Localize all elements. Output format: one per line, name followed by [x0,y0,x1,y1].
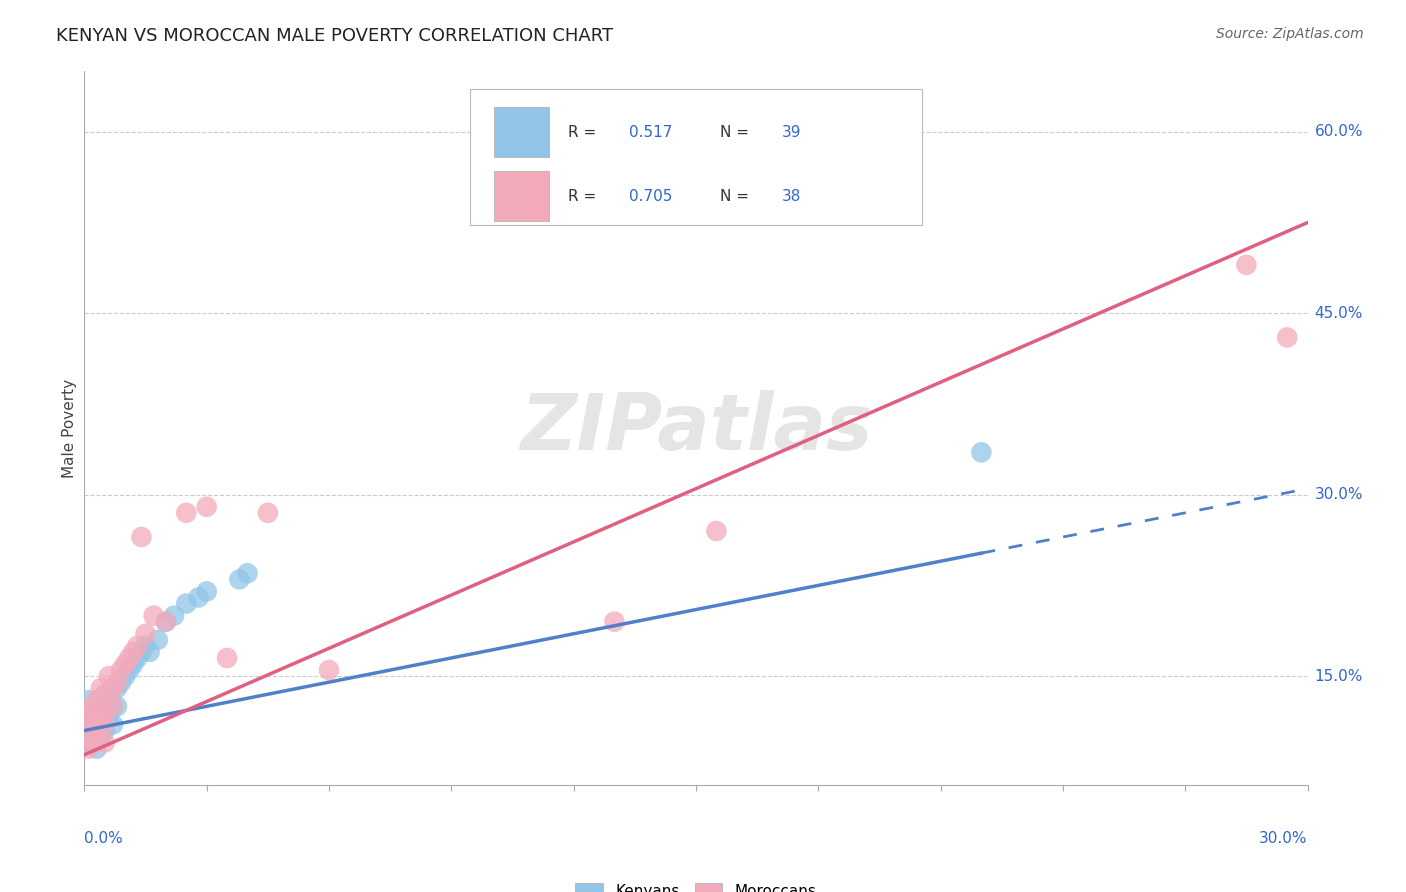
Point [122,657,145,671]
Point [122,645,145,659]
Text: N =: N = [720,189,754,203]
Point [1275,330,1298,344]
Point [318,663,340,677]
Point [86,707,108,722]
Point [82,720,104,734]
Point [195,500,218,514]
Point [110,675,132,690]
Point [101,699,124,714]
Point [77,706,100,720]
Point [1234,258,1257,272]
Point [82,711,104,725]
Point [195,584,218,599]
Point [82,717,104,731]
FancyBboxPatch shape [470,89,922,225]
Point [77,730,100,744]
Point [105,699,128,714]
Point [77,736,100,750]
Legend: Kenyans, Moroccans: Kenyans, Moroccans [569,877,823,892]
Point [155,615,177,629]
Point [101,681,124,696]
Point [704,524,728,538]
Point [101,699,124,714]
Point [228,572,250,586]
Point [86,741,108,756]
Text: 30.0%: 30.0% [1260,831,1308,846]
Point [114,657,136,671]
Text: 60.0%: 60.0% [1315,124,1362,139]
Point [93,687,115,701]
Point [174,506,197,520]
Point [970,445,993,459]
Text: 0.705: 0.705 [628,189,672,203]
Point [86,717,108,731]
Point [236,566,259,581]
Y-axis label: Male Poverty: Male Poverty [62,378,77,478]
Text: 39: 39 [782,125,801,139]
Text: 30.0%: 30.0% [1315,487,1362,502]
Point [77,741,100,756]
Point [90,681,112,696]
Point [118,651,141,665]
Point [82,730,104,744]
Point [86,693,108,707]
Point [86,730,108,744]
Text: 0.0%: 0.0% [84,831,124,846]
Point [90,714,112,729]
Point [77,693,100,707]
Point [97,669,120,683]
Point [97,711,120,725]
Point [603,615,626,629]
Point [97,687,120,701]
Text: ZIPatlas: ZIPatlas [520,390,872,467]
Point [135,639,157,653]
Point [82,736,104,750]
Point [114,669,136,683]
Text: Source: ZipAtlas.com: Source: ZipAtlas.com [1216,27,1364,41]
Point [105,681,128,696]
Point [77,711,100,725]
Point [146,632,169,647]
Text: 15.0%: 15.0% [1315,669,1362,683]
Text: 45.0%: 45.0% [1315,306,1362,321]
Point [97,693,120,707]
Point [110,663,132,677]
Point [86,720,108,734]
Point [131,530,153,544]
Point [135,627,157,641]
Point [142,608,165,623]
Text: N =: N = [720,125,754,139]
Point [93,717,115,731]
Point [73,711,96,725]
Text: R =: R = [568,125,600,139]
Text: R =: R = [568,189,600,203]
Point [93,706,115,720]
FancyBboxPatch shape [494,171,550,221]
Point [118,663,141,677]
Point [101,717,124,731]
Point [155,615,177,629]
Point [138,645,160,659]
Point [93,736,115,750]
Point [127,639,149,653]
Point [105,675,128,690]
Point [217,651,239,665]
FancyBboxPatch shape [494,107,550,157]
Point [187,591,209,605]
Point [127,651,149,665]
Point [257,506,280,520]
Point [93,706,115,720]
Point [131,645,153,659]
Point [93,723,115,738]
Text: 38: 38 [782,189,801,203]
Point [82,699,104,714]
Point [163,608,186,623]
Point [90,711,112,725]
Text: 0.517: 0.517 [628,125,672,139]
Point [90,699,112,714]
Point [174,597,197,611]
Point [90,730,112,744]
Text: KENYAN VS MOROCCAN MALE POVERTY CORRELATION CHART: KENYAN VS MOROCCAN MALE POVERTY CORRELAT… [56,27,613,45]
Point [73,706,96,720]
